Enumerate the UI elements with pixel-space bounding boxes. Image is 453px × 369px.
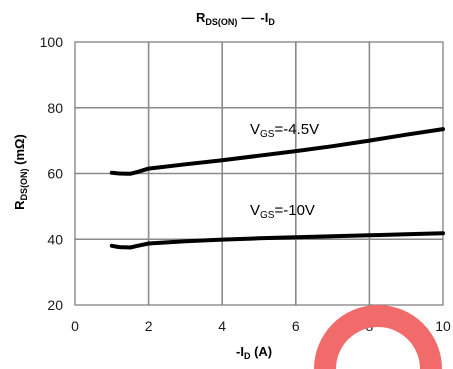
x-tick-label: 4 [218,318,226,334]
series-line-0 [109,127,445,176]
y-axis-title: RDS(ON) (mΩ) [12,134,29,210]
title-rest-sub: D [268,17,275,27]
x-tick-label: 2 [145,318,153,334]
series-label-main: V [250,121,260,138]
series-label-rest: =-4.5V [274,121,319,138]
title-main: R [196,10,206,25]
ylabel-sub: DS(ON) [19,168,29,200]
series-label-rest: =-10V [274,202,314,219]
y-tick-label: 40 [47,231,63,247]
x-tick-label: 10 [435,318,451,334]
title-dash: — [241,10,254,25]
series-label-sub: GS [260,210,275,221]
y-tick-label: 100 [40,34,64,50]
series-label-vgs-10v: VGS=-10V [250,202,315,221]
x-tick-label: 6 [292,318,300,334]
ylabel-main: R [12,200,27,210]
ylabel-rest: (mΩ) [12,134,27,168]
y-tick-label: 20 [47,297,63,313]
plot-frame [74,41,444,306]
chart-title: RDS(ON) — -ID [196,10,275,27]
x-tick-label: 0 [71,318,79,334]
y-tick-label: 80 [47,100,63,116]
x-axis-title: -ID (A) [236,344,272,361]
series-lines [109,127,445,250]
xlabel-main: -I [236,344,244,359]
y-tick-label: 60 [47,166,63,182]
xlabel-rest: (A) [250,344,272,359]
series-label-vgs-4p5v: VGS=-4.5V [250,121,319,140]
xlabel-sub: D [244,351,251,361]
tick-labels: 024681020406080100 [40,34,451,334]
title-rest: -I [260,10,268,25]
title-sub: DS(ON) [205,17,237,27]
series-label-sub: GS [260,129,275,140]
decorative-arc-watermark [314,305,442,369]
series-label-main: V [250,202,260,219]
series-line-1 [109,231,445,250]
